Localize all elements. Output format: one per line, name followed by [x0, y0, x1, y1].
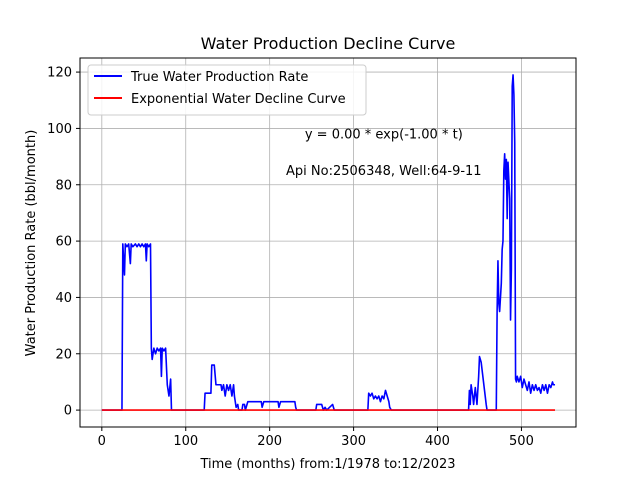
y-tick-label: 80 [55, 178, 72, 193]
y-tick-label: 20 [55, 347, 72, 362]
legend-box [87, 64, 367, 116]
y-tick-label: 40 [55, 291, 72, 306]
x-tick-label: 100 [173, 434, 198, 449]
tick-layer: 0 100 200 300 400 500 0 20 40 60 80 100 120 [47, 66, 534, 449]
x-tick-label: 500 [509, 434, 534, 449]
chart-title: Water Production Decline Curve [201, 34, 456, 53]
legend-label-true-rate: True Water Production Rate [130, 70, 308, 85]
x-tick-label: 300 [341, 434, 366, 449]
x-tick-label: 400 [425, 434, 450, 449]
y-tick-label: 0 [64, 404, 72, 419]
y-tick-label: 100 [47, 122, 72, 137]
equation-annotation: y = 0.00 * exp(-1.00 * t) [305, 128, 463, 143]
y-tick-label: 120 [47, 66, 72, 81]
series-layer [101, 74, 556, 411]
x-tick-label: 200 [257, 434, 282, 449]
legend-label-exponential: Exponential Water Decline Curve [131, 92, 346, 107]
y-tick-label: 60 [55, 235, 72, 250]
x-tick-label: 0 [98, 434, 106, 449]
series-line-true-rate [101, 74, 556, 411]
well-annotation: Api No:2506348, Well:64-9-11 [286, 164, 482, 179]
plot-frame [79, 57, 577, 428]
legend: True Water Production Rate Exponential W… [87, 64, 367, 116]
y-axis-label: Water Production Rate (bbl/month) [24, 130, 39, 357]
x-axis-label: Time (months) from:1/1978 to:12/2023 [199, 457, 455, 472]
